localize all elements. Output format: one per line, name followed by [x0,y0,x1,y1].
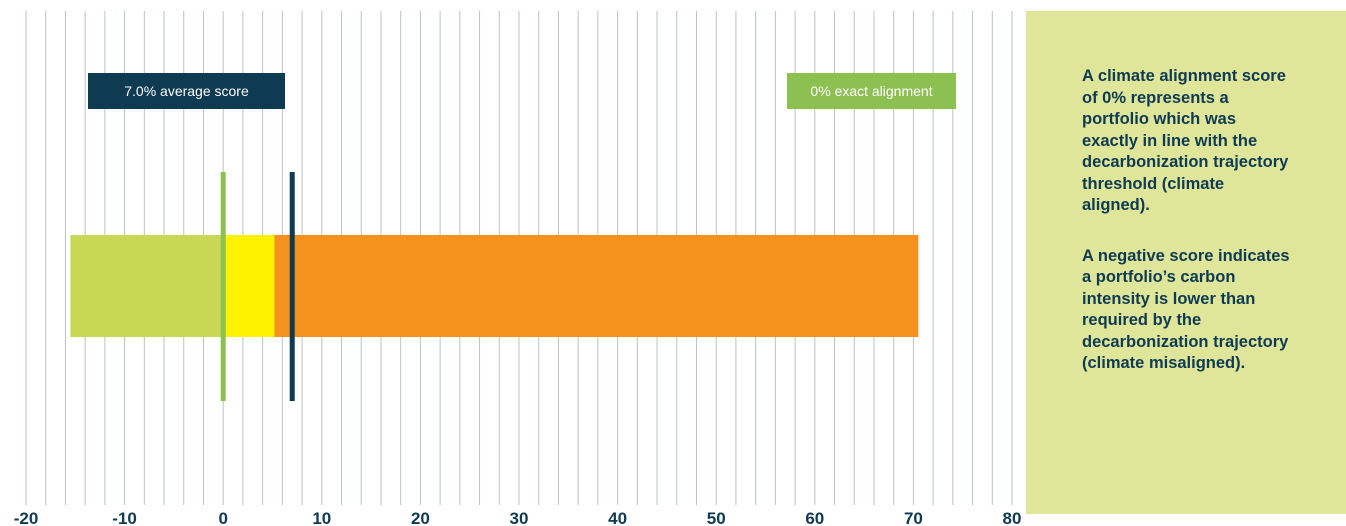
x-tick-label: -10 [112,509,137,526]
x-tick-label: 60 [805,509,824,526]
bar-segment-aligned [70,235,224,337]
marker-line-average [289,172,295,401]
x-tick-label: 70 [904,509,923,526]
explanation-paragraph-1: A climate alignment score of 0% represen… [1082,67,1289,214]
marker-line-exact [220,172,226,401]
x-tick-label: 20 [411,509,430,526]
x-tick-label: 0 [218,509,227,526]
bar-segment-misaligned [274,235,919,337]
bar-segment-near [223,235,275,337]
x-tick-label: 40 [608,509,627,526]
x-tick-label: 30 [510,509,529,526]
x-tick-label: 80 [1003,509,1022,526]
x-tick-label: 50 [707,509,726,526]
x-tick-label: 10 [312,509,331,526]
average-score-callout: 7.0% average score [88,73,285,109]
explanation-paragraph-2: A negative score indicates a portfolio’s… [1082,246,1290,373]
explanation-panel: A climate alignment score of 0% represen… [1026,11,1346,514]
x-tick-label: -20 [14,509,39,526]
exact-alignment-callout: 0% exact alignment [787,73,956,109]
